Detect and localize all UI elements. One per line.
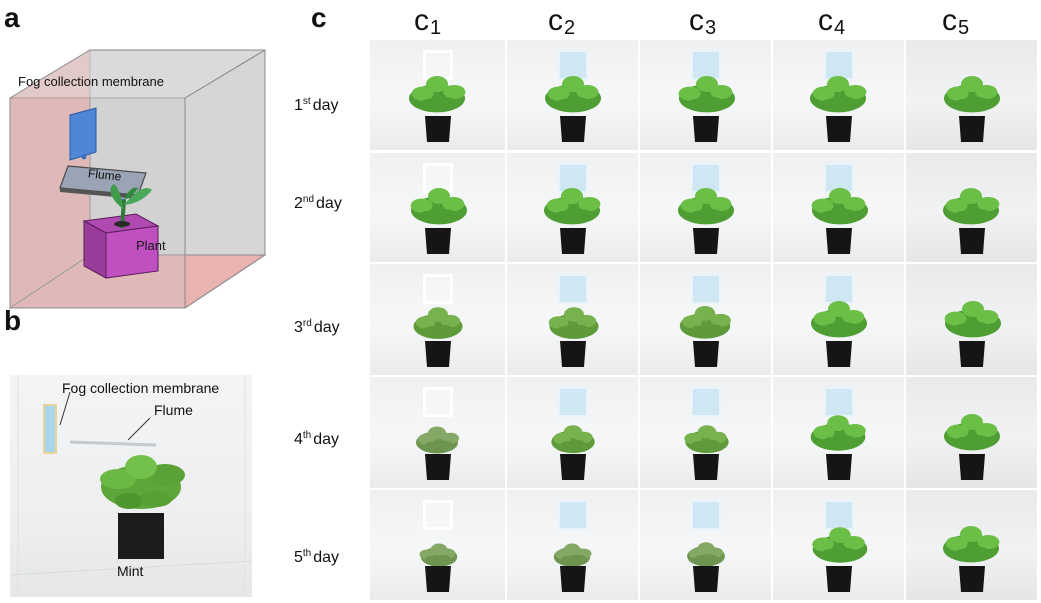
photo-cell-r5-c2 <box>507 490 638 600</box>
panel-c-label: c <box>311 2 327 33</box>
photo-cell-r4-c5 <box>906 377 1037 488</box>
potted-mint <box>671 402 741 482</box>
photo-cell-r1-c2 <box>507 40 638 150</box>
photo-cell-r3-c1 <box>370 264 505 375</box>
photo-cell-r1-c4 <box>773 40 904 150</box>
photo-cell-r2-c1 <box>370 153 505 262</box>
photo-cell-r2-c4 <box>773 153 904 262</box>
membrane-square <box>422 274 453 304</box>
membrane-square <box>823 387 854 417</box>
photo-membrane <box>43 404 57 454</box>
potted-mint <box>937 176 1007 256</box>
potted-mint <box>671 64 741 144</box>
photo-cell-r2-c2 <box>507 153 638 262</box>
potted-mint <box>804 64 874 144</box>
photo-cell-r1-c5 <box>906 40 1037 150</box>
potted-mint <box>937 402 1007 482</box>
photo-mint-label: Mint <box>117 563 144 579</box>
potted-mint <box>671 176 741 256</box>
photo-flume-label: Flume <box>154 402 193 418</box>
photo-cell-r4-c3 <box>640 377 771 488</box>
membrane-square <box>557 500 588 530</box>
membrane-square <box>690 500 721 530</box>
photo-cell-r2-c5 <box>906 153 1037 262</box>
potted-mint <box>403 176 473 256</box>
membrane-square <box>690 274 721 304</box>
potted-mint <box>538 176 608 256</box>
photo-cell-r2-c3 <box>640 153 771 262</box>
potted-mint <box>671 514 741 594</box>
potted-mint <box>937 64 1007 144</box>
panel-a-label: a <box>4 2 20 33</box>
photo-membrane-label: Fog collection membrane <box>62 380 220 396</box>
potted-mint <box>403 64 473 144</box>
photo-cell-r1-c3 <box>640 40 771 150</box>
photo-cell-r4-c4 <box>773 377 904 488</box>
photo-flume <box>69 440 157 447</box>
potted-mint <box>538 514 608 594</box>
photo-cell-r3-c4 <box>773 264 904 375</box>
pot-side <box>105 225 159 279</box>
membrane-square <box>422 387 453 417</box>
column-header-4: c4 <box>818 4 846 40</box>
photo-cell-r3-c2 <box>507 264 638 375</box>
photo-grid <box>370 40 1037 600</box>
membrane-square <box>557 50 588 80</box>
membrane-shape <box>69 107 97 161</box>
membrane-square <box>690 387 721 417</box>
potted-mint <box>538 64 608 144</box>
photo-cell-r3-c3 <box>640 264 771 375</box>
potted-mint <box>804 402 874 482</box>
photo-cell-r5-c5 <box>906 490 1037 600</box>
membrane-square <box>823 163 854 193</box>
column-header-5: c5 <box>942 4 970 40</box>
potted-mint <box>804 176 874 256</box>
membrane-square <box>823 50 854 80</box>
column-header-1: c1 <box>414 4 442 40</box>
schematic-membrane-label: Fog collection membrane <box>18 74 164 89</box>
membrane-square <box>422 500 453 530</box>
schematic-plant-label: Plant <box>136 238 166 253</box>
chamber-schematic <box>0 40 270 320</box>
potted-mint <box>403 289 473 369</box>
photo-cell-r3-c5 <box>906 264 1037 375</box>
membrane-square <box>422 50 453 80</box>
column-header-2: c2 <box>548 4 576 40</box>
photo-mint-leaves <box>100 455 185 509</box>
potted-mint <box>403 402 473 482</box>
row-label-5: 5th day <box>294 548 340 566</box>
photo-cell-r5-c4 <box>773 490 904 600</box>
photo-cell-r4-c1 <box>370 377 505 488</box>
photo-cell-r1-c1 <box>370 40 505 150</box>
potted-mint <box>937 289 1007 369</box>
potted-mint <box>937 514 1007 594</box>
potted-mint <box>671 289 741 369</box>
row-label-3: 3rd day <box>294 318 340 336</box>
row-label-4: 4th day <box>294 430 340 448</box>
membrane-square <box>557 274 588 304</box>
photo-cell-r5-c1 <box>370 490 505 600</box>
photo-cell-r5-c3 <box>640 490 771 600</box>
potted-mint <box>538 402 608 482</box>
potted-mint <box>538 289 608 369</box>
photo-pot <box>118 513 164 559</box>
column-header-3: c3 <box>689 4 717 40</box>
row-label-1: 1st day <box>294 96 339 114</box>
photo-cell-r4-c2 <box>507 377 638 488</box>
potted-mint <box>804 289 874 369</box>
mint-photo <box>9 375 253 597</box>
row-label-2: 2nd day <box>294 194 342 212</box>
panel-b-label: b <box>4 305 22 336</box>
potted-mint <box>403 514 473 594</box>
potted-mint <box>804 514 874 594</box>
membrane-square <box>557 387 588 417</box>
